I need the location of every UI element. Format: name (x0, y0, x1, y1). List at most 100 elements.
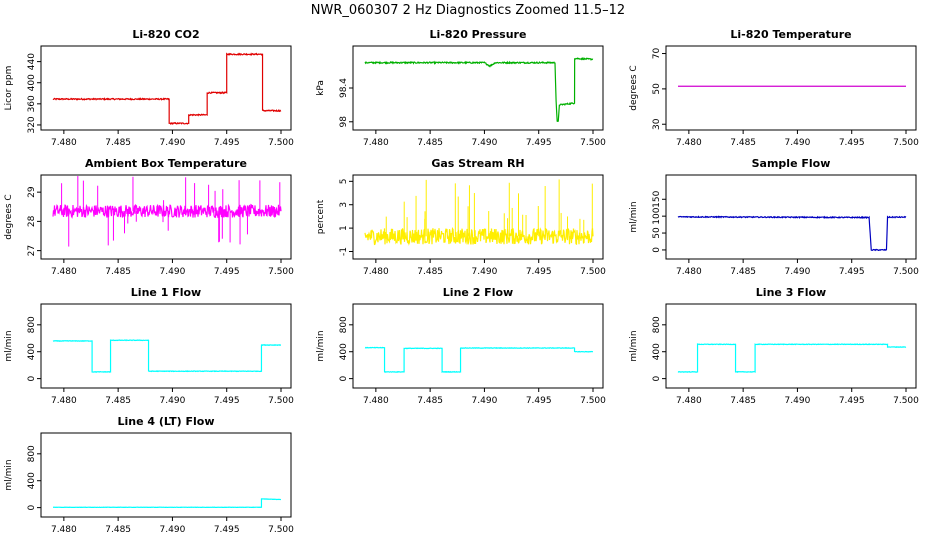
y-axis-label: kPa (316, 80, 326, 96)
y-tick-label: 70 (652, 48, 662, 60)
series-line (52, 339, 282, 373)
series-line (364, 227, 594, 246)
panel-title: Line 3 Flow (756, 286, 826, 299)
series-line (52, 498, 282, 509)
x-tick-label: 7.490 (160, 396, 186, 406)
panel-title: Li-820 Pressure (430, 28, 527, 41)
x-tick-label: 7.490 (472, 396, 498, 406)
series-line (52, 52, 282, 126)
y-tick-label: 800 (27, 445, 37, 462)
y-tick-label: 98 (339, 116, 349, 128)
x-tick-label: 7.485 (417, 138, 443, 148)
chart-panel-9: Line 3 Flow 7.480 7.485 7.490 7.495 7.500 0 400… (629, 286, 919, 406)
series-line (364, 56, 594, 123)
y-tick-label: 400 (27, 74, 37, 91)
y-tick-label: 100 (652, 207, 662, 224)
chart-panel-2: Li-820 Pressure 7.480 7.485 7.490 7.495 7.500… (316, 28, 606, 148)
chart-panel-7: Line 1 Flow 7.480 7.485 7.490 7.495 7.500 0 400… (4, 286, 294, 406)
x-tick-label: 7.490 (160, 138, 186, 148)
plot-frame (352, 45, 604, 131)
plot-frame (40, 174, 292, 260)
chart-panel-10: Line 4 (LT) Flow 7.480 7.485 7.490 7.495 7.50… (4, 415, 294, 535)
y-axis-label: ml/min (629, 330, 639, 361)
x-tick-label: 7.480 (51, 525, 77, 535)
y-axis-label: Licor ppm (4, 66, 14, 111)
y-axis-label: percent (316, 199, 326, 234)
x-tick-label: 7.480 (51, 396, 77, 406)
x-tick-label: 7.495 (526, 138, 552, 148)
y-tick-label: 29 (27, 186, 37, 198)
y-tick-label: 3 (339, 202, 349, 208)
y-tick-label: 5 (339, 178, 349, 184)
x-tick-label: 7.485 (105, 138, 131, 148)
series-line (677, 343, 907, 373)
y-tick-label: 320 (27, 116, 37, 133)
x-tick-label: 7.490 (785, 138, 811, 148)
panel-title: Gas Stream RH (431, 157, 524, 170)
y-tick-label: 0 (652, 247, 662, 253)
panel-title: Line 1 Flow (131, 286, 201, 299)
y-axis-label: degrees C (629, 65, 639, 110)
x-tick-label: 7.495 (839, 396, 865, 406)
plot-frame (40, 45, 292, 131)
plot-frame (665, 303, 917, 389)
x-tick-label: 7.480 (676, 396, 702, 406)
x-tick-label: 7.490 (160, 267, 186, 277)
y-tick-label: 360 (27, 95, 37, 112)
x-tick-label: 7.485 (730, 138, 756, 148)
series-line (52, 203, 282, 219)
chart-panel-6: Sample Flow 7.480 7.485 7.490 7.495 7.500 0 50 1… (629, 157, 919, 277)
y-tick-label: 0 (27, 504, 37, 510)
y-tick-label: 0 (652, 375, 662, 381)
x-tick-label: 7.490 (472, 267, 498, 277)
x-tick-label: 7.490 (785, 396, 811, 406)
x-tick-label: 7.485 (105, 525, 131, 535)
x-tick-label: 7.495 (214, 138, 240, 148)
x-tick-label: 7.485 (105, 396, 131, 406)
x-tick-label: 7.500 (580, 138, 606, 148)
panel-title: Li-820 CO2 (132, 28, 199, 41)
y-tick-label: 98.4 (339, 78, 349, 98)
x-tick-label: 7.500 (893, 396, 919, 406)
y-tick-label: 50 (652, 227, 662, 239)
x-tick-label: 7.500 (580, 267, 606, 277)
panel-title: Li-820 Temperature (730, 28, 851, 41)
y-tick-label: 800 (339, 316, 349, 333)
y-tick-label: 440 (27, 53, 37, 70)
figure-title: NWR_060307 2 Hz Diagnostics Zoomed 11.5–… (311, 3, 625, 18)
y-tick-label: 0 (27, 375, 37, 381)
y-tick-label: 50 (652, 83, 662, 95)
y-axis-label: ml/min (4, 330, 14, 361)
x-tick-label: 7.495 (839, 267, 865, 277)
x-tick-label: 7.480 (363, 396, 389, 406)
y-tick-label: 800 (27, 316, 37, 333)
y-tick-label: 150 (652, 190, 662, 207)
x-tick-label: 7.500 (580, 396, 606, 406)
x-tick-label: 7.485 (417, 267, 443, 277)
chart-panel-4: Ambient Box Temperature 7.480 7.485 7.490 7.… (4, 157, 294, 277)
series-line (677, 215, 907, 252)
y-tick-label: 800 (652, 316, 662, 333)
series-line (364, 346, 594, 374)
x-tick-label: 7.485 (730, 396, 756, 406)
panel-title: Sample Flow (752, 157, 831, 170)
x-tick-label: 7.480 (676, 267, 702, 277)
y-tick-label: 400 (27, 343, 37, 360)
plot-frame (665, 45, 917, 131)
y-tick-label: 27 (27, 245, 37, 256)
x-tick-label: 7.500 (268, 267, 294, 277)
x-tick-label: 7.495 (526, 396, 552, 406)
plot-frame (40, 432, 292, 518)
x-tick-label: 7.495 (839, 138, 865, 148)
chart-panel-8: Line 2 Flow 7.480 7.485 7.490 7.495 7.500 0 400… (316, 286, 606, 406)
plot-frame (352, 303, 604, 389)
x-tick-label: 7.495 (214, 396, 240, 406)
y-tick-label: 400 (652, 343, 662, 360)
x-tick-label: 7.500 (268, 138, 294, 148)
x-tick-label: 7.495 (214, 267, 240, 277)
panel-title: Line 2 Flow (443, 286, 513, 299)
y-tick-label: 0 (339, 375, 349, 381)
x-tick-label: 7.500 (893, 138, 919, 148)
plot-frame (665, 174, 917, 260)
